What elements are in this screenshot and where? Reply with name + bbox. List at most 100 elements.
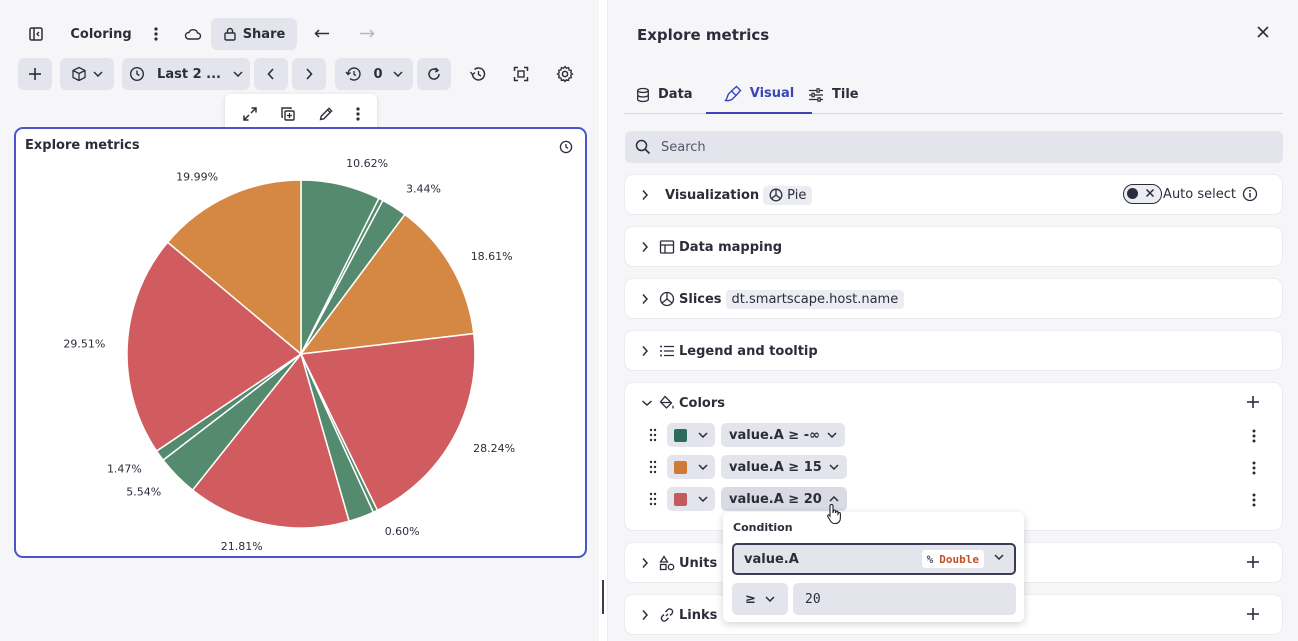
clock-icon [130,66,145,82]
redo-button[interactable] [351,18,383,50]
cloud-save-status[interactable] [178,18,208,50]
slices-section: Slices dt.smartscape.host.name [624,278,1283,319]
plus-icon [29,68,41,80]
auto-select-toggle[interactable] [1123,184,1162,204]
refresh-interval-selector[interactable]: 0 [335,58,413,90]
color-rule-menu-button[interactable] [1252,461,1256,475]
add-tile-button[interactable] [18,58,52,90]
plus-icon [1247,556,1259,568]
search-icon [635,139,651,155]
refresh-icon [428,67,440,80]
more-menu-button[interactable] [144,18,168,50]
auto-refresh-icon [345,67,362,81]
drag-handle-icon[interactable] [649,428,661,442]
timeframe-back-button[interactable] [254,58,288,90]
visualization-header[interactable]: Visualization Pie [625,175,1282,215]
dashboard-name[interactable]: Coloring [64,18,138,50]
tab-data[interactable]: Data [636,75,693,114]
add-unit-button[interactable] [1246,555,1260,569]
tile-timeframe-indicator[interactable] [559,140,573,154]
info-icon[interactable] [1242,186,1258,202]
condition-field-value: value.A [744,551,799,567]
links-header[interactable]: Links [625,595,1282,635]
color-picker-button[interactable] [667,423,715,447]
pie-slice-label: 3.44% [406,183,441,196]
chevron-down-icon [827,432,837,438]
chevron-down-icon [641,399,655,407]
color-rule: value.A ≥ -∞ [649,423,845,447]
resize-handle[interactable] [602,580,604,614]
condition-field-select[interactable]: value.A % Double [732,543,1016,575]
refresh-count: 0 [373,66,383,82]
tab-tile[interactable]: Tile [808,75,859,114]
colors-header[interactable]: Colors [625,383,1282,423]
color-rule-menu-button[interactable] [1252,429,1256,443]
drag-handle-icon[interactable] [649,460,661,474]
chevron-right-icon [306,68,313,80]
condition-button[interactable]: value.A ≥ 15 [721,455,847,479]
share-button[interactable]: Share [211,18,297,50]
database-icon [637,87,649,102]
pie-slice-label: 29.51% [63,338,105,351]
kebab-icon [1252,429,1256,443]
clock-icon [559,140,573,154]
duplicate-tile-button[interactable] [280,106,296,122]
search-input[interactable]: Search [625,131,1283,163]
operator-select[interactable]: ≥ [732,583,788,615]
tab-visual[interactable]: Visual [706,75,812,114]
condition-label: value.A ≥ 20 [729,491,822,507]
timeframe-selector[interactable]: Last 2 ... [122,58,250,90]
auto-select-label: Auto select [1163,186,1258,202]
add-color-rule-button[interactable] [1246,395,1260,409]
condition-button[interactable]: value.A ≥ -∞ [721,423,845,447]
panel-splitter[interactable] [600,0,607,641]
color-picker-button[interactable] [667,455,715,479]
tile-more-button[interactable] [356,106,360,122]
expand-tile-button[interactable] [242,106,258,122]
condition-button-open[interactable]: value.A ≥ 20 [721,487,847,511]
pie-chart-icon [769,188,783,202]
toggle-sidebar-button[interactable] [20,18,52,50]
pie-slice[interactable] [126,241,303,453]
threshold-input[interactable]: 20 [793,583,1016,615]
pie-slice[interactable] [299,213,475,355]
kebab-icon [1252,493,1256,507]
slices-header[interactable]: Slices dt.smartscape.host.name [625,279,1282,319]
dashboard-area: Coloring Share Last 2 ... 0 [0,0,599,641]
pie-slice[interactable] [191,352,350,529]
redo-icon [360,29,375,38]
legend-label: Legend and tooltip [679,343,818,359]
color-swatch [674,460,687,474]
plus-icon [1247,396,1259,408]
chevron-down-icon [698,432,708,438]
history-button[interactable] [462,58,494,90]
pie-slice[interactable] [299,332,476,512]
color-rule-menu-button[interactable] [1252,493,1256,507]
field-type-badge: % Double [921,550,984,568]
color-picker-button[interactable] [667,487,715,511]
fullscreen-button[interactable] [505,58,537,90]
slices-label: Slices [679,291,722,307]
segments-button[interactable] [60,58,114,90]
data-mapping-header[interactable]: Data mapping [625,227,1282,267]
pie-slice-label: 21.81% [221,540,263,553]
drag-handle-icon[interactable] [649,492,661,506]
settings-button[interactable] [549,58,581,90]
data-mapping-section: Data mapping [624,226,1283,267]
toggle-knob [1127,188,1138,199]
chevron-right-icon [641,293,655,305]
refresh-button[interactable] [417,58,451,90]
cube-icon [72,66,86,82]
field-type-prefix: % [926,552,934,566]
edit-tile-button[interactable] [318,106,334,122]
pie-chart-tile[interactable]: Explore metrics 10.62% 3.44% 18.61% 28.24% 0… [14,127,587,558]
focus-frame-icon [513,66,529,82]
legend-header[interactable]: Legend and tooltip [625,331,1282,371]
tab-tile-label: Tile [832,87,859,102]
pie-slice[interactable] [166,179,302,356]
add-link-button[interactable] [1246,607,1260,621]
units-header[interactable]: Units [625,543,1282,583]
timeframe-forward-button[interactable] [292,58,326,90]
close-panel-button[interactable] [1256,25,1270,39]
undo-button[interactable] [306,18,338,50]
